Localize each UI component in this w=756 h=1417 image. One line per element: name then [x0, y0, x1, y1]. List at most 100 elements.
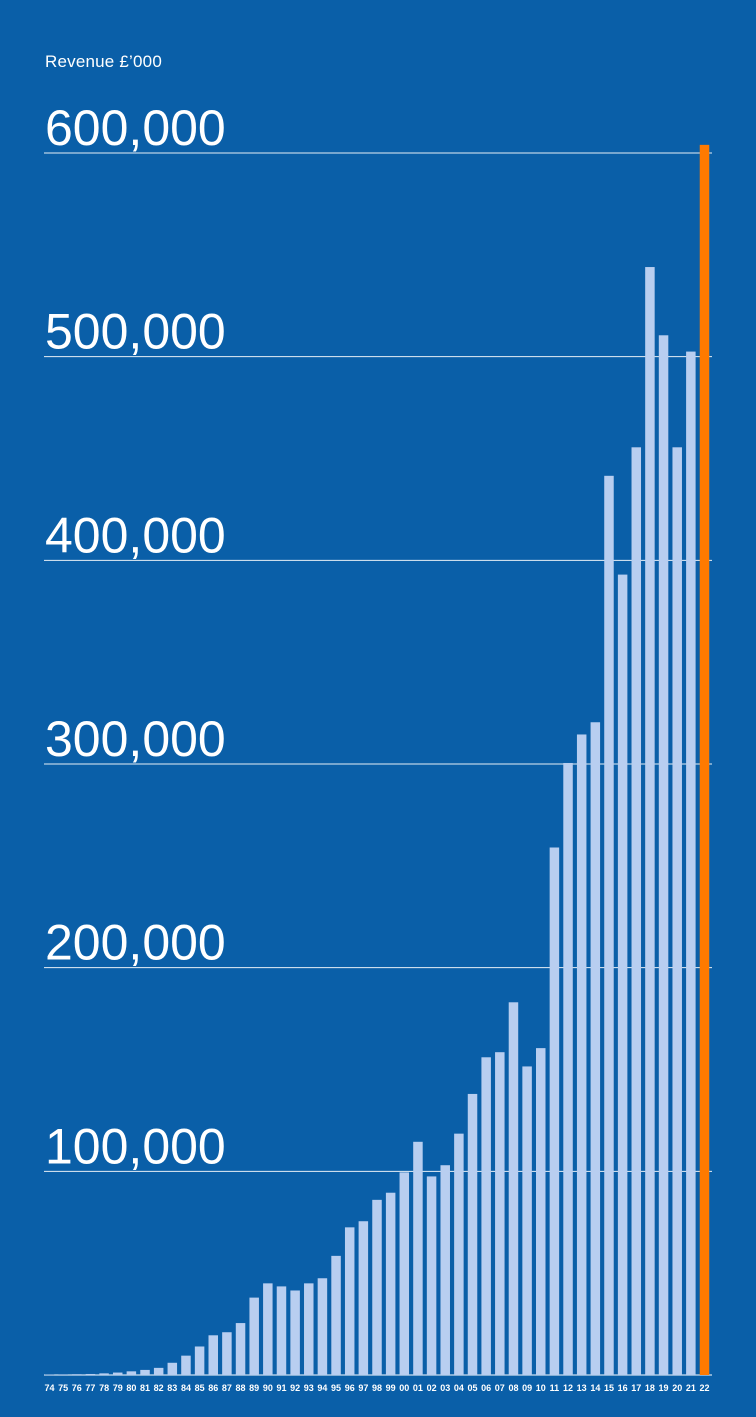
bar	[276, 1286, 287, 1375]
bar	[549, 847, 560, 1375]
bar	[508, 1002, 519, 1375]
bar	[344, 1227, 355, 1375]
x-tick-label: 97	[358, 1383, 368, 1393]
bar	[153, 1367, 164, 1375]
bar	[358, 1221, 369, 1375]
x-tick-label: 76	[72, 1383, 82, 1393]
bar	[112, 1372, 123, 1375]
bar	[426, 1176, 437, 1375]
x-tick-label: 11	[550, 1383, 560, 1393]
x-tick-label: 94	[317, 1383, 327, 1393]
bar	[645, 267, 655, 1375]
x-tick-label: 84	[181, 1383, 191, 1393]
bar	[167, 1362, 178, 1375]
bar	[331, 1255, 341, 1375]
x-tick-label: 13	[577, 1383, 587, 1393]
bar	[617, 574, 628, 1375]
bar	[249, 1297, 259, 1375]
x-tick-label: 85	[195, 1383, 205, 1393]
x-tick-label: 12	[563, 1383, 573, 1393]
x-tick-label: 04	[454, 1383, 464, 1393]
bar	[317, 1278, 328, 1375]
x-tick-label: 22	[699, 1383, 709, 1393]
x-tick-label: 02	[427, 1383, 437, 1393]
y-tick-label: 100,000	[45, 1118, 226, 1174]
x-tick-label: 77	[85, 1383, 95, 1393]
x-tick-label: 87	[222, 1383, 232, 1393]
bar	[440, 1165, 450, 1375]
x-tick-label: 75	[58, 1383, 68, 1393]
x-tick-label: 78	[99, 1383, 109, 1393]
x-tick-label: 96	[345, 1383, 355, 1393]
x-tick-label: 15	[604, 1383, 614, 1393]
x-tick-label: 20	[672, 1383, 682, 1393]
x-tick-label: 82	[154, 1383, 164, 1393]
x-tick-labels: 74 75 76 77 78 79 80 81 82 83 84 85 86 87 88 89 90 91 92 93…	[44, 1383, 709, 1393]
x-tick-label: 00	[399, 1383, 409, 1393]
x-tick-label: 10	[536, 1383, 546, 1393]
bar	[72, 1374, 82, 1375]
bar	[304, 1283, 314, 1375]
bar	[140, 1369, 150, 1375]
bar	[536, 1048, 546, 1375]
bar	[467, 1093, 478, 1375]
x-tick-label: 19	[659, 1383, 669, 1393]
x-tick-label: 93	[304, 1383, 314, 1393]
x-tick-label: 06	[481, 1383, 491, 1393]
bar	[290, 1290, 300, 1375]
x-tick-label: 16	[618, 1383, 628, 1393]
x-tick-label: 74	[44, 1383, 54, 1393]
gridlines	[44, 152, 712, 1376]
bar	[522, 1066, 532, 1375]
x-tick-label: 99	[386, 1383, 396, 1393]
bar	[99, 1373, 109, 1375]
bar	[563, 762, 573, 1375]
x-tick-label: 79	[113, 1383, 123, 1393]
x-tick-label: 88	[236, 1383, 246, 1393]
y-tick-label: 400,000	[45, 507, 226, 563]
x-tick-label: 07	[495, 1383, 505, 1393]
bar-highlight	[699, 144, 710, 1376]
x-tick-label: 14	[590, 1383, 600, 1393]
bar	[263, 1283, 273, 1375]
y-axis-title: Revenue £’000	[45, 52, 162, 71]
bar	[208, 1335, 218, 1375]
bar	[576, 734, 587, 1375]
x-tick-label: 98	[372, 1383, 382, 1393]
x-tick-label: 80	[126, 1383, 136, 1393]
bars	[44, 144, 710, 1376]
bar	[372, 1199, 382, 1375]
y-tick-label: 200,000	[45, 915, 226, 971]
bar	[222, 1332, 232, 1375]
x-tick-label: 86	[208, 1383, 218, 1393]
bar	[385, 1192, 396, 1375]
bar	[44, 1374, 55, 1376]
x-tick-label: 08	[508, 1383, 518, 1393]
bar	[235, 1323, 246, 1375]
bar	[686, 351, 696, 1376]
x-tick-label: 05	[468, 1383, 478, 1393]
y-tick-label: 600,000	[45, 100, 226, 156]
bar	[399, 1172, 410, 1375]
x-tick-label: 17	[631, 1383, 641, 1393]
x-tick-label: 09	[522, 1383, 532, 1393]
x-tick-label: 83	[167, 1383, 177, 1393]
bar	[672, 447, 682, 1375]
x-tick-label: 91	[276, 1383, 286, 1393]
x-tick-label: 89	[249, 1383, 259, 1393]
x-tick-label: 03	[440, 1383, 450, 1393]
bar	[454, 1133, 464, 1375]
bar	[658, 335, 669, 1375]
bar	[631, 447, 642, 1375]
x-tick-label: 90	[263, 1383, 273, 1393]
bar	[495, 1052, 505, 1375]
bar	[590, 722, 601, 1375]
bar	[413, 1141, 423, 1375]
y-tick-labels: 100,000 200,000 300,000 400,000 500,000 600,0…	[45, 100, 226, 1174]
x-tick-label: 18	[645, 1383, 655, 1393]
x-tick-label: 95	[331, 1383, 341, 1393]
x-tick-label: 81	[140, 1383, 150, 1393]
bar	[85, 1373, 96, 1375]
bar	[604, 475, 614, 1375]
